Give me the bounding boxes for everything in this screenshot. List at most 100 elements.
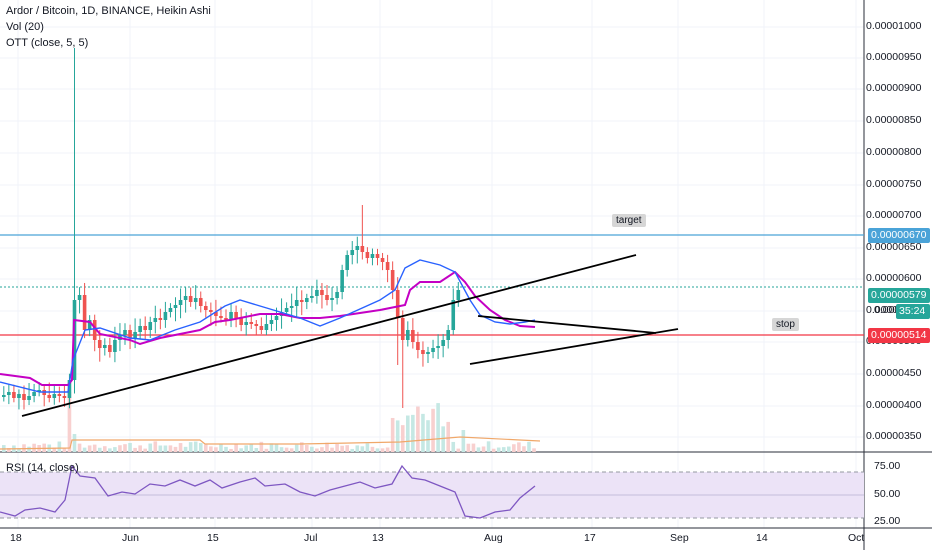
candle-body bbox=[62, 396, 67, 398]
volume-bar bbox=[299, 442, 304, 452]
volume-bar bbox=[204, 444, 208, 452]
candle-body bbox=[219, 316, 223, 318]
candle-body bbox=[234, 312, 238, 318]
volume-bar bbox=[82, 447, 87, 452]
ott-legend[interactable]: OTT (close, 5, 5) bbox=[6, 37, 89, 49]
volume-bar bbox=[481, 446, 486, 452]
candle-body bbox=[32, 392, 36, 396]
candle-body bbox=[229, 312, 233, 320]
volume-bar bbox=[274, 443, 279, 452]
price-axis-label: 0.00000950 bbox=[866, 51, 922, 63]
stop-note[interactable]: stop bbox=[772, 318, 799, 331]
volume-bar bbox=[264, 448, 269, 452]
candle-body bbox=[315, 290, 319, 296]
volume-bar bbox=[138, 445, 142, 452]
candle-body bbox=[2, 395, 6, 397]
time-axis-label: Oct bbox=[848, 532, 865, 544]
volume-bar bbox=[269, 443, 274, 452]
volume-bar bbox=[234, 444, 238, 452]
volume-bar bbox=[77, 443, 82, 452]
candle-body bbox=[264, 324, 269, 330]
volume-bar bbox=[471, 443, 476, 452]
candle-body bbox=[52, 394, 57, 398]
volume-bar bbox=[239, 448, 243, 452]
candle-body bbox=[123, 330, 127, 335]
volume-bar bbox=[168, 445, 173, 452]
volume-bar bbox=[390, 417, 395, 452]
target-note[interactable]: target bbox=[612, 214, 646, 227]
volume-bar bbox=[87, 445, 92, 452]
volume-bar bbox=[27, 446, 31, 452]
candle-body bbox=[294, 300, 299, 306]
volume-bar bbox=[451, 441, 456, 452]
volume-bar bbox=[431, 408, 435, 452]
volume-bar bbox=[315, 448, 319, 452]
volume-bar bbox=[345, 445, 349, 452]
price-axis-label: 0.00000850 bbox=[866, 114, 922, 126]
candle-body bbox=[153, 318, 158, 322]
candle-body bbox=[284, 308, 289, 312]
candle-body bbox=[406, 330, 410, 340]
candle-body bbox=[138, 326, 142, 332]
volume-bar bbox=[320, 447, 324, 452]
candle-body bbox=[188, 296, 193, 302]
volume-bar bbox=[395, 420, 400, 452]
symbol-legend[interactable]: Ardor / Bitcoin, 1D, BINANCE, Heikin Ash… bbox=[6, 5, 211, 17]
price-axis-label: 0.00000800 bbox=[866, 146, 922, 158]
volume-bar bbox=[103, 446, 107, 452]
volume-bar bbox=[244, 445, 248, 452]
time-axis-label: 15 bbox=[207, 532, 219, 544]
volume-bar bbox=[198, 443, 203, 452]
candle-body bbox=[289, 306, 294, 308]
price-axis-label: 0.00000650 bbox=[866, 241, 922, 253]
rsi-line bbox=[0, 464, 536, 519]
candle-body bbox=[198, 298, 203, 306]
volume-legend[interactable]: Vol (20) bbox=[6, 21, 44, 33]
candle-body bbox=[47, 395, 52, 398]
volume-bar bbox=[143, 448, 147, 452]
volume-bar bbox=[92, 444, 97, 452]
volume-bar bbox=[310, 446, 314, 452]
candle-body bbox=[57, 394, 62, 396]
ma-line bbox=[0, 259, 536, 393]
volume-bar bbox=[158, 445, 163, 452]
candle-body bbox=[204, 306, 208, 310]
volume-bar bbox=[279, 447, 284, 452]
candle-body bbox=[37, 390, 41, 392]
candle-body bbox=[416, 342, 420, 350]
rsi-legend[interactable]: RSI (14, close) bbox=[6, 462, 79, 474]
candle-body bbox=[441, 340, 445, 346]
time-axis-label: 14 bbox=[756, 532, 768, 544]
volume-bar bbox=[108, 448, 112, 452]
candle-body bbox=[365, 252, 370, 258]
volume-bar bbox=[229, 448, 233, 452]
candle-body bbox=[390, 270, 395, 290]
volume-bar bbox=[507, 446, 511, 452]
price-axis-label: 0.00000350 bbox=[866, 430, 922, 442]
volume-bar bbox=[406, 415, 410, 452]
candle-body bbox=[22, 394, 26, 400]
volume-bar bbox=[128, 442, 132, 452]
candle-body bbox=[97, 340, 102, 348]
volume-bar bbox=[52, 447, 57, 452]
candle-body bbox=[17, 394, 21, 398]
volume-bar bbox=[421, 413, 425, 452]
volume-bar bbox=[123, 444, 127, 452]
candle-body bbox=[400, 318, 405, 340]
candle-body bbox=[355, 246, 360, 250]
candle-body bbox=[209, 310, 213, 312]
volume-bar bbox=[178, 443, 183, 452]
candle-body bbox=[380, 258, 385, 262]
price-axis-label: 0.00000750 bbox=[866, 178, 922, 190]
candle-body bbox=[274, 316, 279, 320]
candle-body bbox=[259, 326, 264, 330]
candle-body bbox=[385, 262, 390, 270]
volume-bar bbox=[118, 445, 122, 452]
volume-bar bbox=[527, 441, 531, 452]
volume-bar bbox=[461, 430, 466, 452]
candle-body bbox=[310, 296, 314, 298]
rsi-axis-label: 50.00 bbox=[874, 488, 901, 500]
candle-body bbox=[168, 308, 173, 312]
volume-bar bbox=[259, 441, 264, 452]
